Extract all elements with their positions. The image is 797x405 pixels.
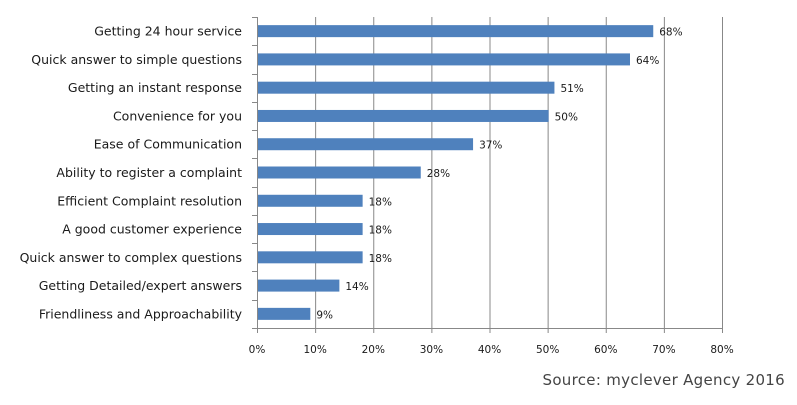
category-label: Efficient Complaint resolution [57, 193, 242, 208]
bar-3 [258, 109, 549, 122]
data-label: 18% [369, 253, 392, 265]
data-label: 64% [636, 55, 659, 67]
category-label: Ease of Communication [94, 137, 242, 152]
category-label: Quick answer to complex questions [20, 250, 242, 265]
data-label: 68% [659, 27, 682, 39]
x-tick-labels: 0% 10% 20% 30% 40% 50% 60% 70% 80% [249, 344, 734, 356]
category-label: A good customer experience [62, 222, 242, 237]
bar-4 [258, 138, 474, 151]
category-labels: Getting 24 hour service Quick answer to s… [20, 24, 243, 322]
bar-1 [258, 53, 630, 66]
data-label: 18% [369, 225, 392, 237]
x-tick-label: 80% [710, 344, 733, 356]
bar-7 [258, 223, 363, 236]
bar-0 [258, 25, 654, 38]
bar-9 [258, 279, 340, 292]
data-label: 14% [345, 281, 368, 293]
x-tick-label: 30% [420, 344, 443, 356]
category-label: Getting Detailed/expert answers [39, 278, 242, 293]
category-label: Getting an instant response [68, 80, 242, 95]
data-labels: 68% 64% 51% 50% 37% 28% 18% 18% 18% 14% 9% [316, 27, 682, 322]
x-tick-label: 60% [594, 344, 617, 356]
category-label: Getting 24 hour service [94, 24, 242, 39]
data-label: 18% [369, 196, 392, 208]
source-caption: Source: myclever Agency 2016 [542, 371, 785, 389]
x-tick-label: 70% [652, 344, 675, 356]
category-label: Ability to register a complaint [56, 165, 242, 180]
x-tick-label: 40% [478, 344, 501, 356]
gridlines [315, 17, 723, 333]
data-label: 51% [560, 83, 583, 95]
bars [258, 25, 654, 320]
bar-2 [258, 81, 555, 94]
axes [252, 17, 723, 333]
category-label: Convenience for you [113, 108, 242, 123]
x-tick-label: 10% [303, 344, 326, 356]
data-label: 28% [427, 168, 450, 180]
data-label: 50% [555, 111, 578, 123]
x-tick-label: 0% [249, 344, 266, 356]
data-label: 37% [479, 140, 502, 152]
bar-10 [258, 307, 311, 320]
x-tick-label: 20% [362, 344, 385, 356]
bar-6 [258, 194, 363, 207]
bar-5 [258, 166, 421, 179]
category-label: Quick answer to simple questions [31, 52, 242, 67]
category-label: Friendliness and Approachability [39, 306, 243, 321]
data-label: 9% [316, 309, 333, 321]
bar-8 [258, 251, 363, 264]
x-tick-label: 50% [536, 344, 559, 356]
